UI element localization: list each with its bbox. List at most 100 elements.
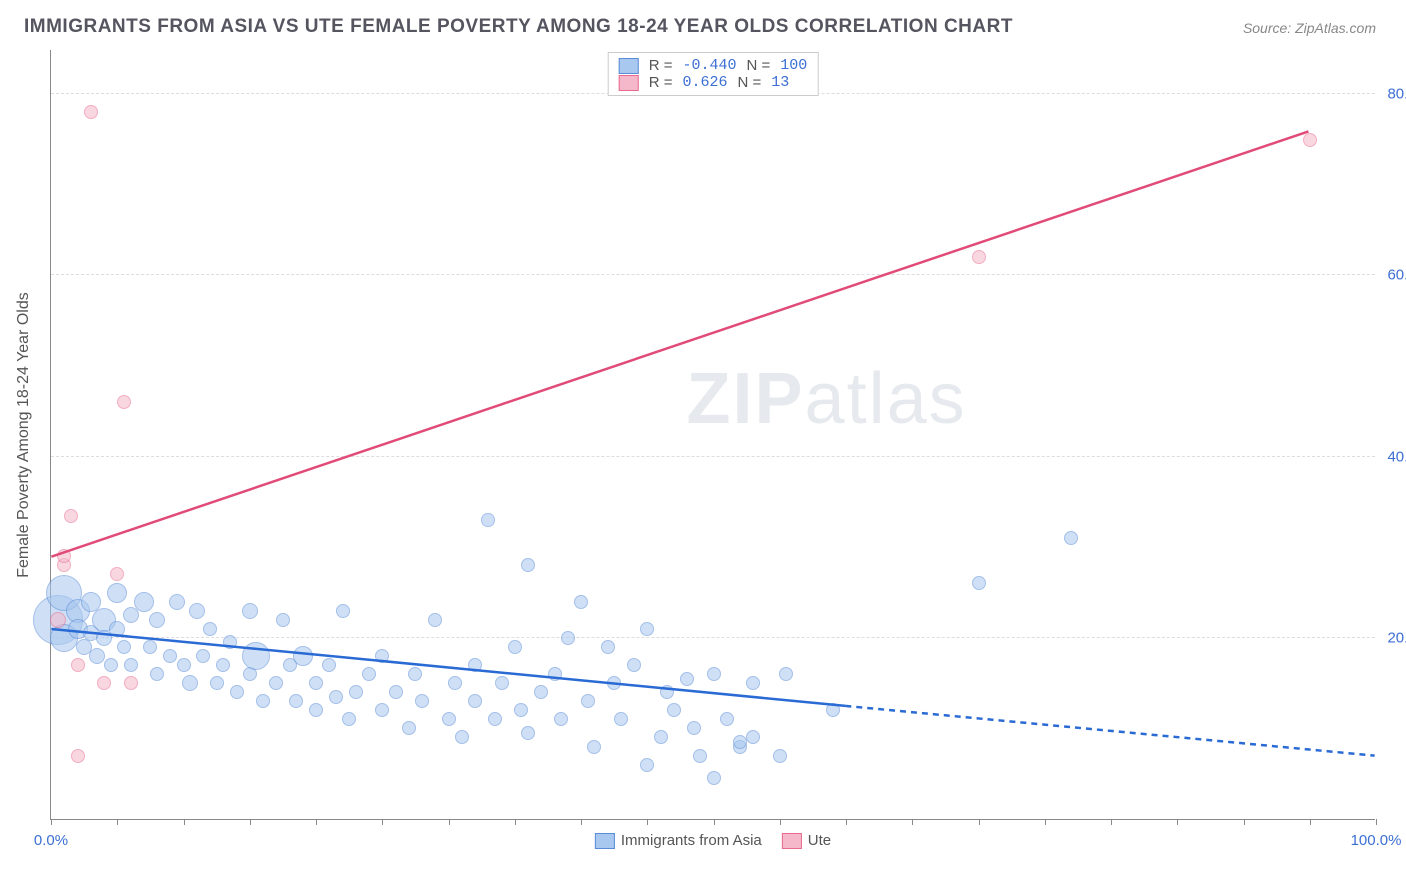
data-point <box>123 607 139 623</box>
data-point <box>293 646 313 666</box>
x-tick <box>647 819 648 825</box>
x-tick <box>1376 819 1377 825</box>
data-point <box>733 735 747 749</box>
x-tick <box>979 819 980 825</box>
watermark: ZIPatlas <box>687 358 967 440</box>
data-point <box>109 621 125 637</box>
data-point <box>230 685 244 699</box>
data-point <box>707 771 721 785</box>
data-point <box>601 640 615 654</box>
legend-swatch-icon <box>619 58 639 74</box>
legend-row: R = 0.626 N = 13 <box>619 74 808 91</box>
data-point <box>640 758 654 772</box>
data-point <box>779 667 793 681</box>
data-point <box>269 676 283 690</box>
data-point <box>210 676 224 690</box>
data-point <box>336 604 350 618</box>
data-point <box>581 694 595 708</box>
data-point <box>488 712 502 726</box>
x-tick <box>780 819 781 825</box>
n-value: 13 <box>771 74 789 91</box>
r-label: R = <box>649 57 673 74</box>
data-point <box>521 558 535 572</box>
x-tick <box>912 819 913 825</box>
data-point <box>57 549 71 563</box>
data-point <box>177 658 191 672</box>
y-tick-label: 80.0% <box>1387 86 1406 103</box>
data-point <box>627 658 641 672</box>
data-point <box>514 703 528 717</box>
data-point <box>64 509 78 523</box>
data-point <box>481 513 495 527</box>
data-point <box>223 635 237 649</box>
legend-label: Ute <box>808 832 831 849</box>
x-tick <box>382 819 383 825</box>
data-point <box>216 658 230 672</box>
y-axis-label: Female Poverty Among 18-24 Year Olds <box>15 292 33 578</box>
data-point <box>707 667 721 681</box>
r-label: R = <box>649 74 673 91</box>
y-tick-label: 60.0% <box>1387 267 1406 284</box>
x-tick <box>250 819 251 825</box>
data-point <box>329 690 343 704</box>
x-tick <box>1244 819 1245 825</box>
x-tick <box>846 819 847 825</box>
data-point <box>143 640 157 654</box>
data-point <box>773 749 787 763</box>
legend-item: Immigrants from Asia <box>595 832 762 849</box>
data-point <box>428 613 442 627</box>
data-point <box>468 694 482 708</box>
data-point <box>448 676 462 690</box>
data-point <box>521 726 535 740</box>
data-point <box>309 703 323 717</box>
data-point <box>342 712 356 726</box>
n-label: N = <box>738 74 762 91</box>
r-value: -0.440 <box>682 57 736 74</box>
x-tick-label: 0.0% <box>34 832 68 849</box>
data-point <box>826 703 840 717</box>
data-point <box>660 685 674 699</box>
data-point <box>607 676 621 690</box>
x-tick <box>316 819 317 825</box>
data-point <box>107 583 127 603</box>
data-point <box>1303 133 1317 147</box>
data-point <box>124 658 138 672</box>
data-point <box>71 658 85 672</box>
trend-lines <box>51 50 1375 819</box>
legend-row: R = -0.440 N = 100 <box>619 57 808 74</box>
x-tick <box>515 819 516 825</box>
data-point <box>587 740 601 754</box>
legend-label: Immigrants from Asia <box>621 832 762 849</box>
data-point <box>720 712 734 726</box>
data-point <box>242 642 270 670</box>
data-point <box>561 631 575 645</box>
y-tick-label: 40.0% <box>1387 448 1406 465</box>
gridline <box>51 637 1375 638</box>
data-point <box>104 658 118 672</box>
data-point <box>50 612 66 628</box>
gridline <box>51 456 1375 457</box>
data-point <box>389 685 403 699</box>
plot-area: ZIPatlas R = -0.440 N = 100 R = 0.626 N … <box>50 50 1375 820</box>
x-tick <box>184 819 185 825</box>
x-tick <box>117 819 118 825</box>
data-point <box>89 648 105 664</box>
data-point <box>1064 531 1078 545</box>
legend-swatch-icon <box>595 833 615 849</box>
x-tick <box>1111 819 1112 825</box>
data-point <box>402 721 416 735</box>
x-tick <box>51 819 52 825</box>
data-point <box>71 749 85 763</box>
data-point <box>680 672 694 686</box>
data-point <box>468 658 482 672</box>
watermark-thin: atlas <box>805 359 967 439</box>
data-point <box>149 612 165 628</box>
legend-swatch-icon <box>619 75 639 91</box>
data-point <box>182 675 198 691</box>
r-value: 0.626 <box>682 74 727 91</box>
data-point <box>97 676 111 690</box>
data-point <box>124 676 138 690</box>
data-point <box>455 730 469 744</box>
legend-series: Immigrants from Asia Ute <box>595 832 831 849</box>
data-point <box>548 667 562 681</box>
